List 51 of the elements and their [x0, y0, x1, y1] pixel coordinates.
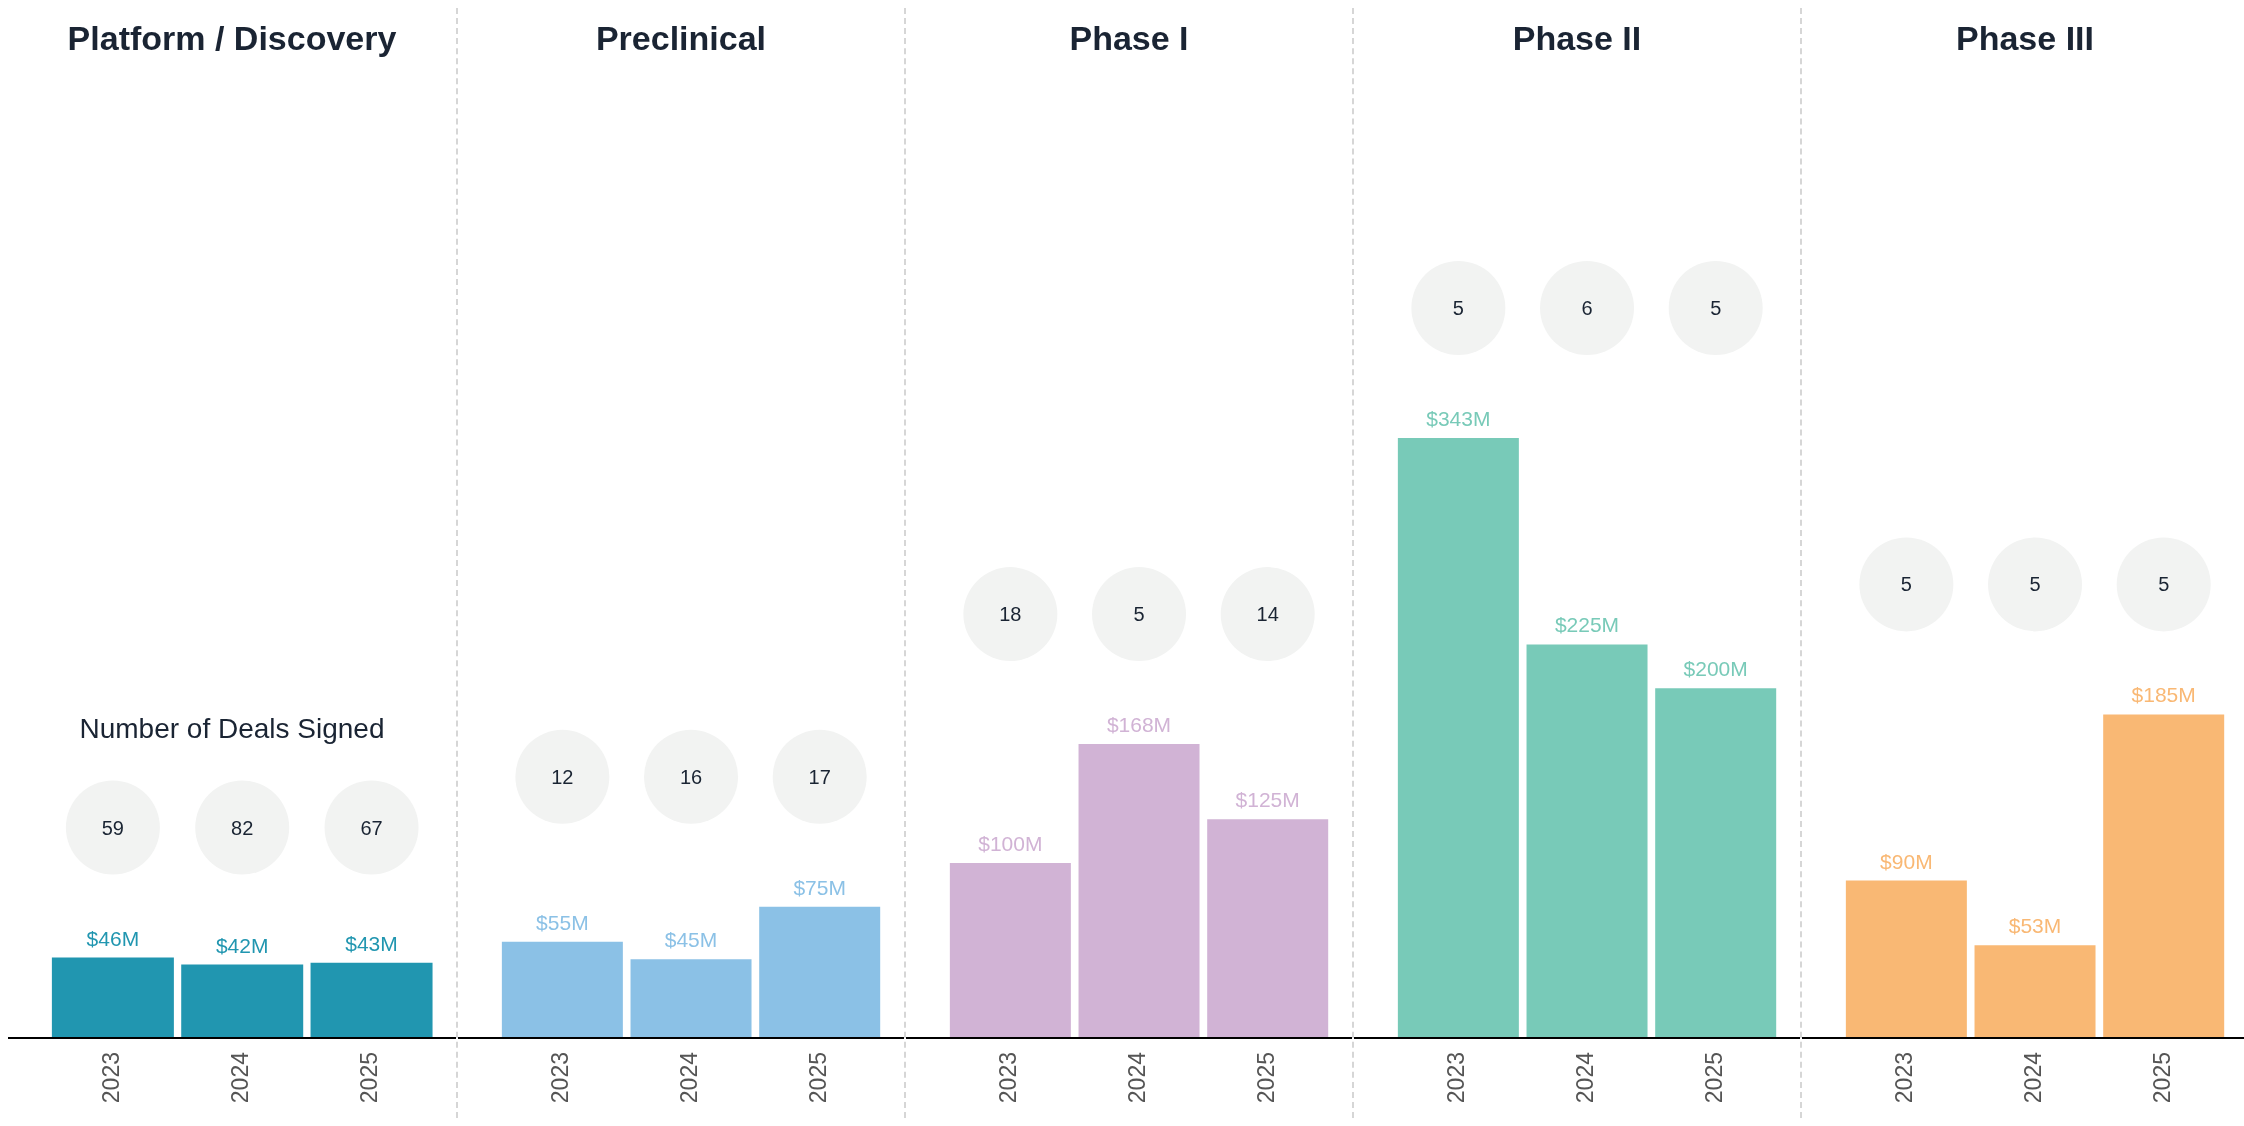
text: 5 — [1452, 297, 1464, 319]
x-tick-label: 2025 — [2148, 1052, 2175, 1104]
text: 67 — [360, 816, 383, 839]
data-label: $55M — [536, 910, 589, 934]
x-tick-label: 2024 — [227, 1051, 254, 1104]
data-label: $168M — [1106, 713, 1172, 737]
x-tick-label: 2025 — [1700, 1052, 1727, 1104]
data-label: $42M — [215, 933, 269, 957]
x-tick-label: 2023 — [1443, 1052, 1470, 1104]
x-tick-label: 2024 — [1124, 1051, 1151, 1104]
data-label: $200M — [1683, 657, 1748, 681]
text: 5 — [1710, 297, 1722, 319]
data-label: $125M — [1235, 788, 1300, 812]
data-label: $75M — [793, 875, 846, 899]
data-label: $185M — [2131, 683, 2196, 707]
text: 6 — [1581, 297, 1593, 319]
data-label: $100M — [978, 832, 1043, 856]
text: 5 — [1133, 603, 1145, 626]
x-tick-label: 2023 — [547, 1052, 574, 1104]
data-label: $45M — [664, 928, 718, 952]
data-label: $343M — [1426, 407, 1491, 430]
data-label: $53M — [2008, 914, 2062, 938]
data-label: $90M — [1880, 849, 1933, 873]
text: 82 — [231, 816, 254, 839]
data-label: $46M — [86, 926, 140, 950]
data-label: $43M — [345, 931, 398, 955]
text: 59 — [101, 816, 124, 839]
text: 18 — [999, 603, 1022, 626]
chart-title: Phase II — [1511, 18, 1643, 59]
chart-title: Phase I — [1068, 18, 1190, 59]
x-tick-label: 2023 — [1891, 1052, 1918, 1104]
chart-title: Platform / Discovery — [66, 18, 398, 59]
text: 5 — [2029, 573, 2041, 596]
text: 14 — [1256, 603, 1279, 626]
text: 16 — [679, 765, 703, 788]
text: Number of Deals Signed — [79, 712, 385, 744]
text: 17 — [808, 765, 831, 788]
text: 5 — [1900, 573, 1912, 596]
x-tick-label: 2025 — [1252, 1052, 1279, 1104]
x-tick-label: 2025 — [356, 1052, 383, 1104]
text: 5 — [2158, 573, 2170, 596]
x-tick-label: 2024 — [676, 1051, 703, 1104]
chart-title: Preclinical — [594, 18, 768, 59]
x-tick-label: 2023 — [995, 1052, 1022, 1104]
x-tick-label: 2024 — [2020, 1051, 2047, 1104]
data-label: $225M — [1554, 613, 1620, 637]
x-tick-label: 2025 — [804, 1052, 831, 1104]
chart-title: Phase III — [1955, 18, 2095, 59]
x-tick-label: 2024 — [1572, 1051, 1599, 1104]
x-tick-label: 2023 — [97, 1052, 124, 1104]
text: 12 — [551, 765, 574, 788]
